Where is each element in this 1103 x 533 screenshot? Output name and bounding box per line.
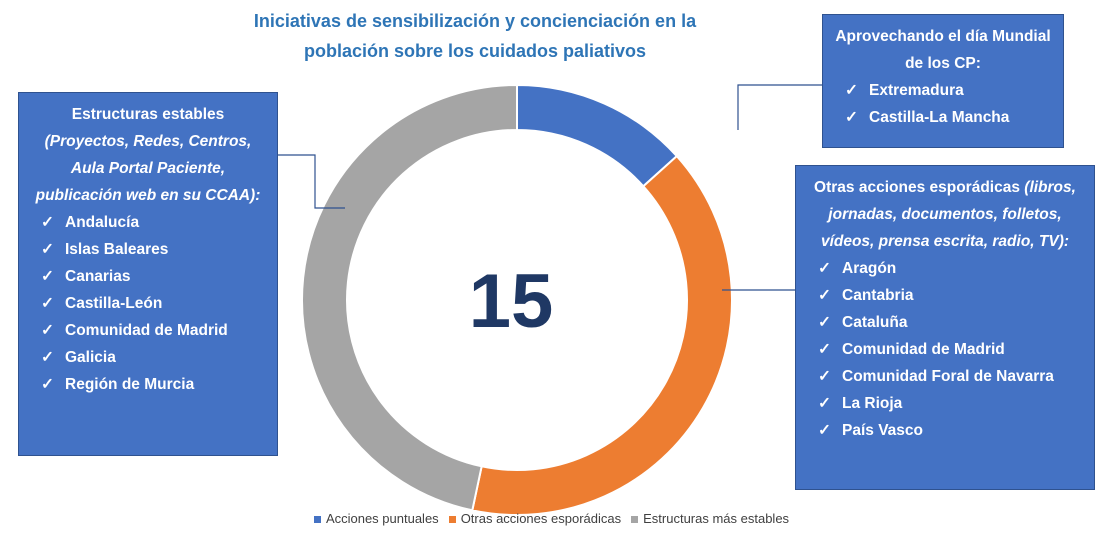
item-text: Aragón — [842, 260, 897, 277]
check-mark: ✓ — [41, 295, 54, 312]
annotation-item: ✓ Andalucía — [41, 209, 267, 236]
legend-swatch — [448, 516, 456, 523]
check-mark: ✓ — [41, 376, 54, 393]
check-mark: ✓ — [845, 109, 858, 126]
legend-item: Estructuras más estables — [631, 511, 789, 526]
legend: Acciones puntuales Otras acciones esporád… — [0, 511, 1103, 526]
annotation-item: ✓ Castilla-León — [41, 290, 267, 317]
annotation-list: ✓ Andalucía ✓ Islas Baleares ✓ Canarias ✓ Casti… — [29, 209, 267, 398]
legend-label: Estructuras más estables — [643, 511, 790, 526]
annotation-item: ✓ Islas Baleares — [41, 236, 267, 263]
item-text: Comunidad de Madrid — [842, 341, 1005, 358]
check-mark: ✓ — [41, 241, 54, 258]
annotation-list: ✓ Aragón ✓ Cantabria ✓ Cataluña ✓ Comunidad de … — [806, 255, 1084, 444]
annotation-detail: (libros, jornadas, documentos, folletos,… — [820, 179, 1076, 250]
annotation-item: ✓ Canarias — [41, 263, 267, 290]
item-text: Comunidad de Madrid — [65, 322, 228, 339]
annotation-heading: Otras acciones esporádicas — [814, 179, 1020, 196]
annotation-box: Aprovechando el día Mundial de los CP: ✓ E… — [822, 14, 1064, 148]
check-mark: ✓ — [41, 268, 54, 285]
item-text: Canarias — [65, 268, 131, 285]
check-mark: ✓ — [818, 260, 831, 277]
legend-item: Otras acciones esporádicas — [448, 511, 622, 526]
annotation-head: Otras acciones esporádicas (libros, jorn… — [806, 174, 1084, 255]
item-text: Extremadura — [869, 82, 964, 99]
check-mark: ✓ — [818, 314, 831, 331]
connector — [737, 84, 822, 130]
annotation-list: ✓ Extremadura ✓ Castilla-La Mancha — [833, 77, 1053, 131]
annotation-item: ✓ Comunidad de Madrid — [818, 336, 1084, 363]
check-mark: ✓ — [41, 322, 54, 339]
annotation-item: ✓ Región de Murcia — [41, 371, 267, 398]
item-text: Comunidad Foral de Navarra — [842, 368, 1054, 385]
check-mark: ✓ — [818, 287, 831, 304]
donut-segment — [516, 83, 679, 188]
legend-label: Acciones puntuales — [325, 511, 439, 526]
annotation-item: ✓ Castilla-La Mancha — [845, 104, 1053, 131]
annotation-item: ✓ Cantabria — [818, 282, 1084, 309]
item-text: Región de Murcia — [65, 376, 195, 393]
annotation-item: ✓ Aragón — [818, 255, 1084, 282]
chart-title: Iniciativas de sensibilización y concien… — [253, 11, 697, 61]
annotation-head: Estructuras estables (Proyectos, Redes, … — [29, 101, 267, 209]
annotation-head: Aprovechando el día Mundial de los CP: — [833, 23, 1053, 77]
item-text: País Vasco — [842, 422, 924, 439]
item-text: Cataluña — [842, 314, 908, 331]
annotation-heading: Aprovechando el día Mundial de los CP: — [835, 28, 1051, 72]
legend-item: Acciones puntuales — [313, 511, 439, 526]
check-mark: ✓ — [818, 341, 831, 358]
annotation-item: ✓ País Vasco — [818, 417, 1084, 444]
annotation-item: ✓ Galicia — [41, 344, 267, 371]
check-mark: ✓ — [818, 368, 831, 385]
annotation-detail: (Proyectos, Redes, Centros, Aula Portal … — [35, 133, 261, 204]
donut-segment — [301, 83, 518, 512]
item-text: Andalucía — [65, 214, 140, 231]
annotation-heading: Estructuras estables — [71, 106, 225, 123]
item-text: Islas Baleares — [65, 241, 169, 258]
annotation-box: Estructuras estables (Proyectos, Redes, … — [18, 92, 278, 456]
item-text: Castilla-León — [65, 295, 163, 312]
check-mark: ✓ — [818, 395, 831, 412]
check-mark: ✓ — [41, 349, 54, 366]
annotation-item: ✓ Comunidad Foral de Navarra — [818, 363, 1084, 390]
item-text: Castilla-La Mancha — [869, 109, 1010, 126]
check-mark: ✓ — [41, 214, 54, 231]
item-text: Galicia — [65, 349, 116, 366]
check-mark: ✓ — [818, 422, 831, 439]
annotation-item: ✓ Comunidad de Madrid — [41, 317, 267, 344]
legend-swatch — [631, 516, 639, 523]
annotation-item: ✓ Extremadura — [845, 77, 1053, 104]
annotation-item: ✓ Cataluña — [818, 309, 1084, 336]
item-text: La Rioja — [842, 395, 903, 412]
legend-label: Otras acciones esporádicas — [460, 511, 622, 526]
legend-swatch — [313, 516, 321, 523]
check-mark: ✓ — [845, 82, 858, 99]
annotation-item: ✓ La Rioja — [818, 390, 1084, 417]
item-text: Cantabria — [842, 287, 914, 304]
connector — [277, 154, 345, 209]
donut-segment — [471, 154, 733, 516]
center-total: 15 — [469, 259, 554, 344]
annotation-box: Otras acciones esporádicas (libros, jorn… — [795, 165, 1095, 490]
